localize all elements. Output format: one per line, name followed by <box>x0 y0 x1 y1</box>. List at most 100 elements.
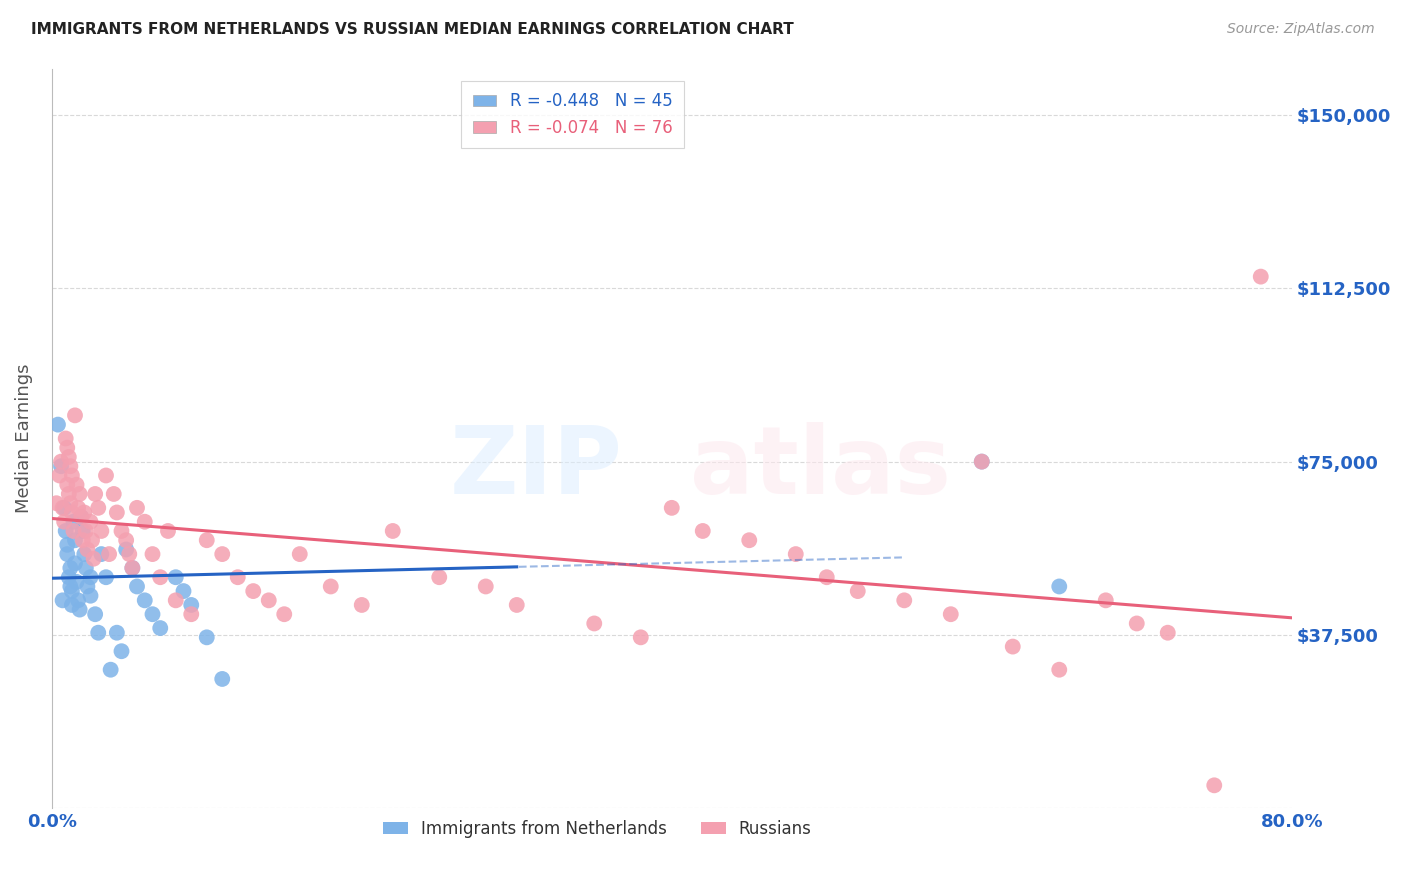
Point <box>48 468 70 483</box>
Point <box>583 616 606 631</box>
Point <box>474 579 496 593</box>
Point <box>381 524 404 538</box>
Point <box>1001 640 1024 654</box>
Point <box>288 547 311 561</box>
Point <box>1126 616 1149 631</box>
Point <box>79 515 101 529</box>
Point <box>661 500 683 515</box>
Point <box>134 515 156 529</box>
Point <box>115 533 138 548</box>
Point <box>173 584 195 599</box>
Point <box>110 644 132 658</box>
Point <box>60 598 83 612</box>
Point <box>49 454 72 468</box>
Point <box>63 533 86 548</box>
Point <box>72 533 94 548</box>
Point <box>506 598 529 612</box>
Point <box>69 602 91 616</box>
Point <box>105 625 128 640</box>
Point <box>79 570 101 584</box>
Point <box>56 547 79 561</box>
Point <box>273 607 295 622</box>
Point <box>939 607 962 622</box>
Point <box>67 593 90 607</box>
Point <box>970 454 993 468</box>
Point <box>195 533 218 548</box>
Point <box>63 557 86 571</box>
Point <box>125 500 148 515</box>
Point <box>49 459 72 474</box>
Point <box>141 607 163 622</box>
Point <box>53 515 76 529</box>
Point <box>53 500 76 515</box>
Point <box>55 432 77 446</box>
Point <box>1047 579 1070 593</box>
Point <box>90 524 112 538</box>
Point <box>58 487 80 501</box>
Point <box>121 561 143 575</box>
Point <box>103 487 125 501</box>
Text: atlas: atlas <box>690 422 950 514</box>
Point <box>65 574 87 589</box>
Point <box>815 570 838 584</box>
Point <box>62 515 84 529</box>
Point <box>94 570 117 584</box>
Point <box>350 598 373 612</box>
Text: ZIP: ZIP <box>450 422 623 514</box>
Point <box>98 547 121 561</box>
Point <box>60 468 83 483</box>
Point <box>100 663 122 677</box>
Point <box>87 500 110 515</box>
Point <box>75 561 97 575</box>
Point <box>52 500 75 515</box>
Point <box>846 584 869 599</box>
Text: IMMIGRANTS FROM NETHERLANDS VS RUSSIAN MEDIAN EARNINGS CORRELATION CHART: IMMIGRANTS FROM NETHERLANDS VS RUSSIAN M… <box>31 22 793 37</box>
Point <box>630 631 652 645</box>
Point <box>65 477 87 491</box>
Point <box>893 593 915 607</box>
Point <box>692 524 714 538</box>
Point <box>319 579 342 593</box>
Point <box>73 506 96 520</box>
Point <box>79 589 101 603</box>
Point <box>1157 625 1180 640</box>
Point <box>149 570 172 584</box>
Point <box>70 510 93 524</box>
Point <box>149 621 172 635</box>
Point <box>970 454 993 468</box>
Point <box>56 538 79 552</box>
Point <box>257 593 280 607</box>
Point <box>211 547 233 561</box>
Point <box>211 672 233 686</box>
Point <box>134 593 156 607</box>
Point <box>56 441 79 455</box>
Point <box>58 450 80 464</box>
Point <box>125 579 148 593</box>
Point <box>56 477 79 491</box>
Point <box>59 579 82 593</box>
Point <box>785 547 807 561</box>
Point <box>1204 778 1226 792</box>
Point <box>84 607 107 622</box>
Point <box>67 500 90 515</box>
Point <box>75 524 97 538</box>
Point <box>72 524 94 538</box>
Point <box>60 506 83 520</box>
Point <box>105 506 128 520</box>
Point <box>69 487 91 501</box>
Point <box>94 468 117 483</box>
Point <box>90 547 112 561</box>
Point <box>121 561 143 575</box>
Point <box>46 417 69 432</box>
Legend: Immigrants from Netherlands, Russians: Immigrants from Netherlands, Russians <box>377 814 818 845</box>
Point <box>141 547 163 561</box>
Point <box>226 570 249 584</box>
Point <box>87 625 110 640</box>
Point <box>76 579 98 593</box>
Point <box>59 496 82 510</box>
Point <box>83 551 105 566</box>
Point <box>55 524 77 538</box>
Point <box>165 570 187 584</box>
Point <box>73 547 96 561</box>
Point <box>110 524 132 538</box>
